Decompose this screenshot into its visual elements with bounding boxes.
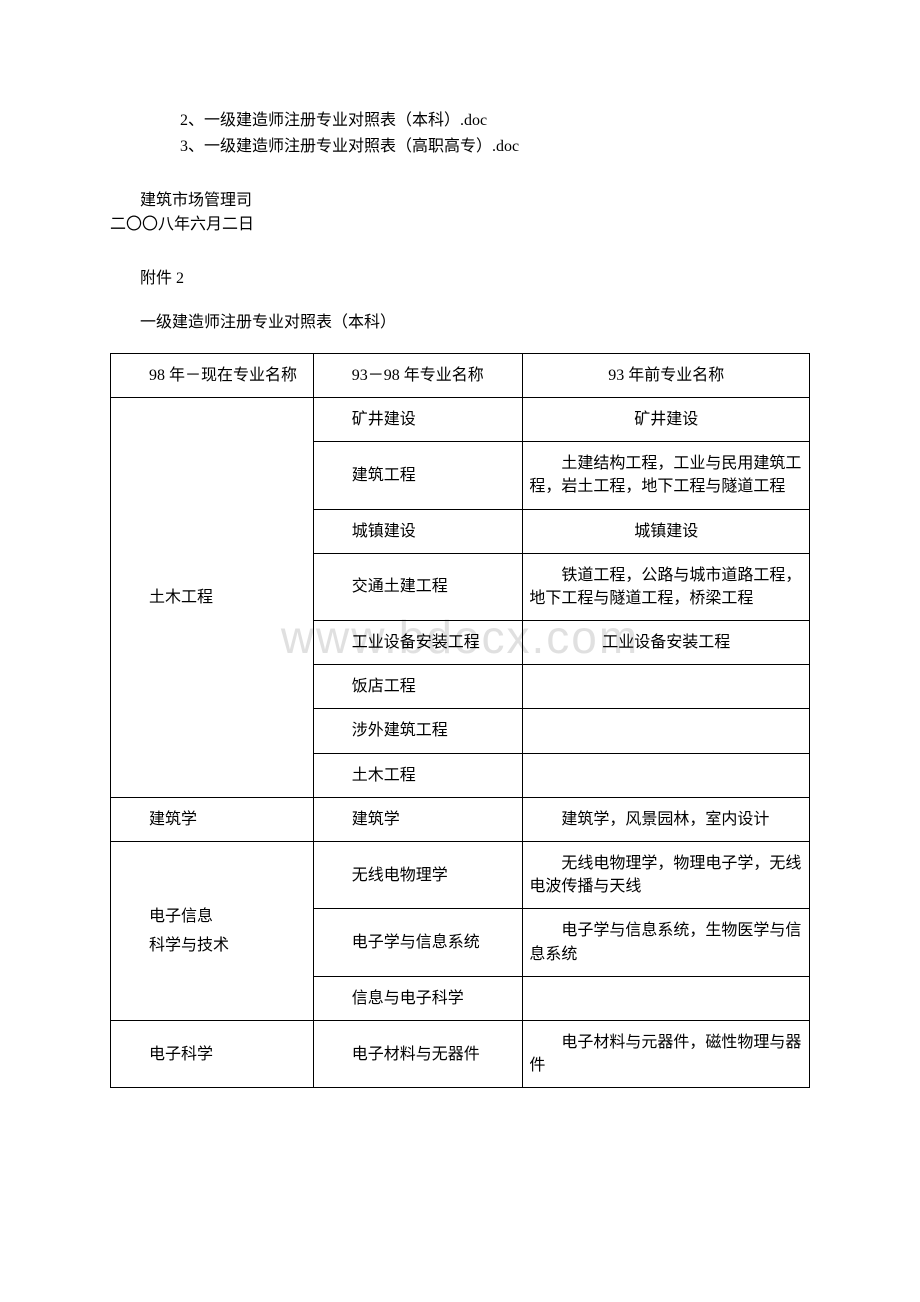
cell: 工业设备安装工程 (523, 621, 810, 665)
cell: 饭店工程 (313, 665, 523, 709)
attachment-label: 附件 2 (140, 267, 810, 291)
table-row: 土木工程 矿井建设 矿井建设 (111, 397, 810, 441)
cell (523, 709, 810, 753)
cell: 无线电物理学，物理电子学，无线电波传播与天线 (523, 842, 810, 909)
table-header-row: 98 年－现在专业名称 93－98 年专业名称 93 年前专业名称 (111, 353, 810, 397)
cell (523, 665, 810, 709)
cell: 土木工程 (313, 753, 523, 797)
cell-civil-engineering: 土木工程 (111, 397, 314, 797)
attachment-line-3: 3、一级建造师注册专业对照表（高职高专）.doc (180, 136, 810, 158)
cell: 交通土建工程 (313, 553, 523, 620)
header-col-3: 93 年前专业名称 (523, 353, 810, 397)
cell (523, 976, 810, 1020)
table-row: 电子科学 电子材料与无器件 电子材料与元器件，磁性物理与器件 (111, 1020, 810, 1087)
cell: 建筑工程 (313, 442, 523, 509)
cell: 铁道工程，公路与城市道路工程，地下工程与隧道工程，桥梁工程 (523, 553, 810, 620)
table-row: 建筑学 建筑学 建筑学，风景园林，室内设计 (111, 797, 810, 841)
cell (523, 753, 810, 797)
cell-electronic-info: 电子信息 科学与技术 (111, 842, 314, 1021)
cell: 涉外建筑工程 (313, 709, 523, 753)
department-name: 建筑市场管理司 (140, 189, 810, 213)
cell: 建筑学 (313, 797, 523, 841)
cell: 电子材料与元器件，磁性物理与器件 (523, 1020, 810, 1087)
cell-electronic-science: 电子科学 (111, 1020, 314, 1087)
cell: 城镇建设 (523, 509, 810, 553)
cell: 工业设备安装工程 (313, 621, 523, 665)
cell-architecture: 建筑学 (111, 797, 314, 841)
header-col-2: 93－98 年专业名称 (313, 353, 523, 397)
document-page: 2、一级建造师注册专业对照表（本科）.doc 3、一级建造师注册专业对照表（高职… (0, 0, 920, 1168)
header-col-1: 98 年－现在专业名称 (111, 353, 314, 397)
table-row: 电子信息 科学与技术 无线电物理学 无线电物理学，物理电子学，无线电波传播与天线 (111, 842, 810, 909)
cell: 城镇建设 (313, 509, 523, 553)
cell: 电子学与信息系统，生物医学与信息系统 (523, 909, 810, 976)
issue-date: 二〇〇八年六月二日 (110, 213, 810, 237)
cell: 电子材料与无器件 (313, 1020, 523, 1087)
table-title: 一级建造师注册专业对照表（本科） (140, 311, 810, 335)
cell: 建筑学，风景园林，室内设计 (523, 797, 810, 841)
cell: 电子学与信息系统 (313, 909, 523, 976)
cell: 土建结构工程，工业与民用建筑工程，岩土工程，地下工程与隧道工程 (523, 442, 810, 509)
cell: 矿井建设 (313, 397, 523, 441)
attachment-line-2: 2、一级建造师注册专业对照表（本科）.doc (180, 110, 810, 132)
cell: 信息与电子科学 (313, 976, 523, 1020)
cell: 矿井建设 (523, 397, 810, 441)
major-mapping-table: 98 年－现在专业名称 93－98 年专业名称 93 年前专业名称 土木工程 矿… (110, 353, 810, 1089)
cell: 无线电物理学 (313, 842, 523, 909)
